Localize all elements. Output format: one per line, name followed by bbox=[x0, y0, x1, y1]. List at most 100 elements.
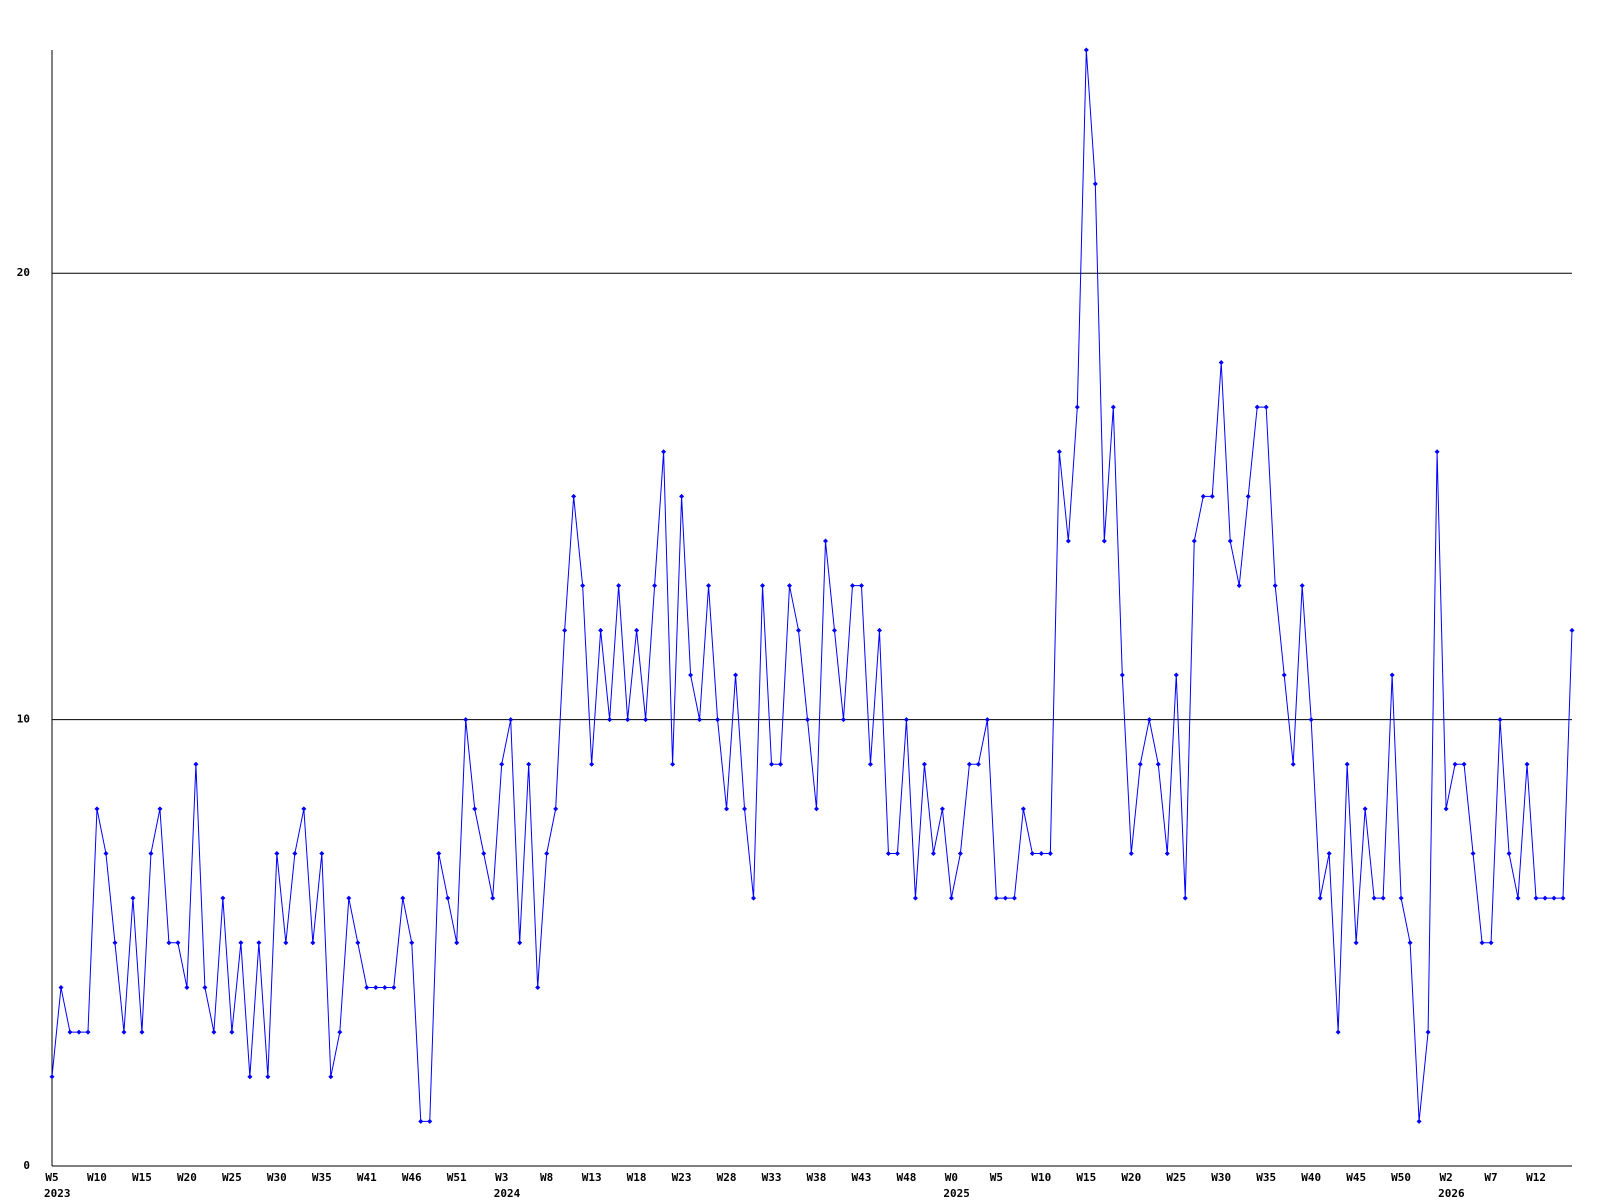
x-tick-label: W15 bbox=[132, 1171, 152, 1184]
x-tick-label: W38 bbox=[807, 1171, 827, 1184]
point bbox=[535, 984, 541, 990]
x-tick-label: W23 bbox=[672, 1171, 692, 1184]
point bbox=[1227, 538, 1233, 544]
point bbox=[679, 493, 685, 499]
point bbox=[652, 583, 658, 589]
point bbox=[813, 806, 819, 812]
point bbox=[616, 583, 622, 589]
point bbox=[1110, 404, 1116, 410]
point bbox=[202, 984, 208, 990]
point bbox=[1128, 851, 1134, 857]
point bbox=[580, 583, 586, 589]
point bbox=[436, 851, 442, 857]
point bbox=[724, 806, 730, 812]
point bbox=[175, 940, 181, 946]
x-tick-label: W41 bbox=[357, 1171, 377, 1184]
point bbox=[139, 1029, 145, 1035]
point bbox=[1434, 449, 1440, 455]
x-year-label: 2023 bbox=[44, 1187, 71, 1200]
point bbox=[1218, 359, 1224, 365]
point bbox=[903, 717, 909, 723]
point bbox=[876, 627, 882, 633]
point bbox=[1515, 895, 1521, 901]
point bbox=[787, 583, 793, 589]
point bbox=[445, 895, 451, 901]
point bbox=[885, 851, 891, 857]
point bbox=[733, 672, 739, 678]
x-year-label: 2024 bbox=[494, 1187, 521, 1200]
point bbox=[220, 895, 226, 901]
point bbox=[1353, 940, 1359, 946]
point bbox=[472, 806, 478, 812]
point bbox=[310, 940, 316, 946]
point bbox=[1371, 895, 1377, 901]
x-tick-label: W7 bbox=[1484, 1171, 1497, 1184]
point bbox=[184, 984, 190, 990]
point bbox=[1497, 717, 1503, 723]
x-tick-label: W8 bbox=[540, 1171, 553, 1184]
point bbox=[1542, 895, 1548, 901]
x-tick-label: W48 bbox=[897, 1171, 917, 1184]
point bbox=[1056, 449, 1062, 455]
x-tick-label: W10 bbox=[87, 1171, 107, 1184]
x-tick-label: W30 bbox=[1211, 1171, 1231, 1184]
point bbox=[975, 761, 981, 767]
point bbox=[1380, 895, 1386, 901]
point bbox=[355, 940, 361, 946]
point bbox=[1200, 493, 1206, 499]
point bbox=[382, 984, 388, 990]
point bbox=[391, 984, 397, 990]
point bbox=[1272, 583, 1278, 589]
point bbox=[867, 761, 873, 767]
x-tick-label: W45 bbox=[1346, 1171, 1366, 1184]
point bbox=[1317, 895, 1323, 901]
point bbox=[796, 627, 802, 633]
point bbox=[1407, 940, 1413, 946]
point bbox=[409, 940, 415, 946]
point bbox=[1290, 761, 1296, 767]
point bbox=[939, 806, 945, 812]
point bbox=[1137, 761, 1143, 767]
point bbox=[265, 1074, 271, 1080]
x-year-label: 2026 bbox=[1438, 1187, 1465, 1200]
point bbox=[1335, 1029, 1341, 1035]
point bbox=[1560, 895, 1566, 901]
point bbox=[247, 1074, 253, 1080]
point bbox=[463, 717, 469, 723]
point bbox=[831, 627, 837, 633]
point bbox=[1065, 538, 1071, 544]
point bbox=[1443, 806, 1449, 812]
point bbox=[76, 1029, 82, 1035]
point bbox=[1479, 940, 1485, 946]
point bbox=[769, 761, 775, 767]
point bbox=[1362, 806, 1368, 812]
point bbox=[544, 851, 550, 857]
point bbox=[1155, 761, 1161, 767]
x-tick-label: W3 bbox=[495, 1171, 508, 1184]
point bbox=[571, 493, 577, 499]
x-tick-label: W15 bbox=[1076, 1171, 1096, 1184]
point bbox=[688, 672, 694, 678]
point bbox=[103, 851, 109, 857]
point bbox=[112, 940, 118, 946]
point bbox=[993, 895, 999, 901]
point bbox=[1083, 47, 1089, 53]
line bbox=[51, 49, 1573, 1122]
point bbox=[211, 1029, 217, 1035]
point bbox=[1002, 895, 1008, 901]
y-tick-label: 20 bbox=[17, 266, 30, 279]
point bbox=[1389, 672, 1395, 678]
x-year-label: 2025 bbox=[943, 1187, 970, 1200]
point bbox=[912, 895, 918, 901]
point bbox=[1173, 672, 1179, 678]
point bbox=[1074, 404, 1080, 410]
point bbox=[1011, 895, 1017, 901]
x-tick-label: W30 bbox=[267, 1171, 287, 1184]
point bbox=[1164, 851, 1170, 857]
point bbox=[1236, 583, 1242, 589]
x-tick-label: W25 bbox=[1166, 1171, 1186, 1184]
point bbox=[1209, 493, 1215, 499]
x-tick-label: W20 bbox=[177, 1171, 197, 1184]
point bbox=[1029, 851, 1035, 857]
